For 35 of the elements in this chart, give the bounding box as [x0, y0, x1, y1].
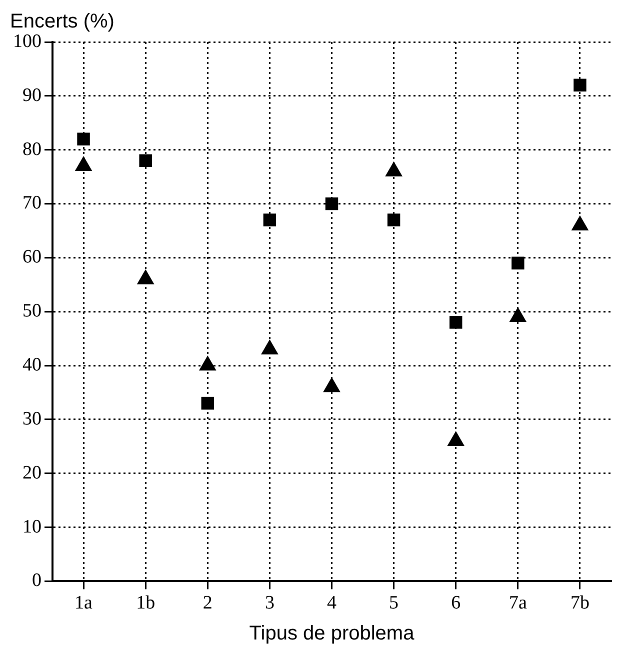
y-tick-label: 60 [22, 246, 42, 268]
y-tick-label: 20 [22, 462, 42, 484]
x-tick-label: 1a [74, 592, 94, 614]
x-tick-label: 1b [136, 592, 156, 614]
y-tick-label: 80 [22, 138, 42, 160]
point [77, 132, 90, 146]
y-tick-label: 30 [22, 408, 42, 430]
x-tick-label: 6 [451, 592, 461, 614]
y-tick-label: 40 [22, 354, 42, 376]
point [574, 78, 586, 92]
point [447, 431, 465, 446]
point [512, 256, 524, 270]
x-tick-label: 4 [327, 592, 337, 614]
x-tick-label: 7b [570, 592, 590, 614]
y-tick-label: 50 [22, 300, 42, 322]
point [261, 339, 278, 354]
point [387, 214, 400, 226]
y-axis-title: Encerts (%) [10, 10, 114, 33]
x-axis-title: Tipus de problema [249, 622, 416, 645]
y-tick-label: 90 [22, 84, 42, 106]
point [325, 197, 338, 210]
point [509, 306, 527, 322]
x-tick-label: 2 [202, 592, 212, 614]
point [136, 269, 154, 284]
y-tick-label: 100 [13, 30, 42, 52]
point [198, 356, 216, 371]
point [263, 214, 276, 226]
y-tick-label: 10 [22, 516, 42, 538]
x-tick-label: 3 [264, 592, 274, 614]
y-tick-label: 70 [22, 192, 42, 214]
x-tick-label: 7a [508, 592, 528, 614]
point [139, 154, 152, 167]
point [323, 377, 340, 392]
x-tick-label: 5 [389, 592, 399, 614]
y-tick-label: 0 [32, 570, 42, 592]
